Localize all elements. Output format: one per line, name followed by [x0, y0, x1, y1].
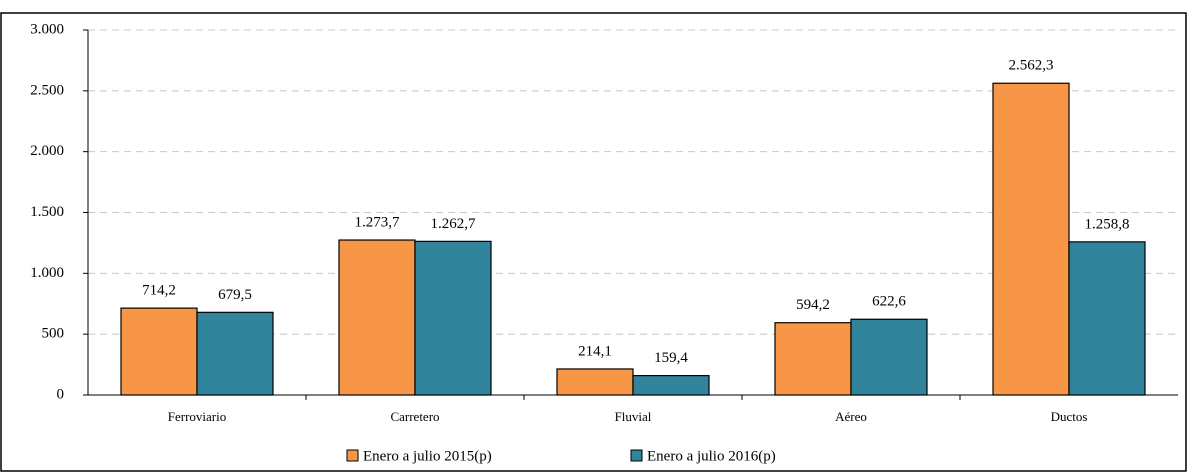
- legend-label: Enero a julio 2015(p): [363, 448, 492, 464]
- value-label: 622,6: [872, 294, 906, 310]
- y-tick-label: 1.500: [30, 204, 64, 220]
- x-tick-label: Ductos: [1051, 409, 1088, 424]
- x-tick-label: Carretero: [390, 409, 439, 424]
- legend-swatch: [346, 449, 359, 462]
- value-label: 214,1: [578, 343, 612, 359]
- frame: [0, 12, 1187, 472]
- value-label: 679,5: [218, 287, 252, 303]
- y-tick-label: 2.000: [30, 143, 64, 159]
- value-label: 714,2: [142, 283, 176, 299]
- x-tick-label: Ferroviario: [168, 409, 226, 424]
- bar: [120, 307, 198, 396]
- bar: [850, 318, 928, 396]
- value-label: 2.562,3: [1009, 58, 1054, 74]
- y-tick-label: 3.000: [30, 21, 64, 37]
- legend-swatch: [630, 449, 643, 462]
- x-tick-label: Fluvial: [615, 409, 652, 424]
- bar: [774, 322, 852, 396]
- legend-label: Enero a julio 2016(p): [647, 448, 776, 464]
- bar: [992, 82, 1070, 396]
- x-tick-label: Aéreo: [835, 409, 867, 424]
- value-label: 1.258,8: [1085, 216, 1130, 232]
- bar: [556, 368, 634, 396]
- value-label: 594,2: [796, 297, 830, 313]
- y-tick-label: 500: [42, 326, 65, 342]
- bar: [196, 311, 274, 396]
- value-label: 1.262,7: [431, 216, 477, 232]
- value-label: 1.273,7: [355, 214, 401, 230]
- value-label: 159,4: [654, 350, 688, 366]
- y-tick-label: 0: [57, 386, 65, 402]
- bar: [632, 375, 710, 396]
- y-tick-label: 1.000: [30, 265, 64, 281]
- bar: [1068, 241, 1146, 396]
- bar: [338, 239, 416, 396]
- bar: [414, 240, 492, 396]
- y-tick-label: 2.500: [30, 82, 64, 98]
